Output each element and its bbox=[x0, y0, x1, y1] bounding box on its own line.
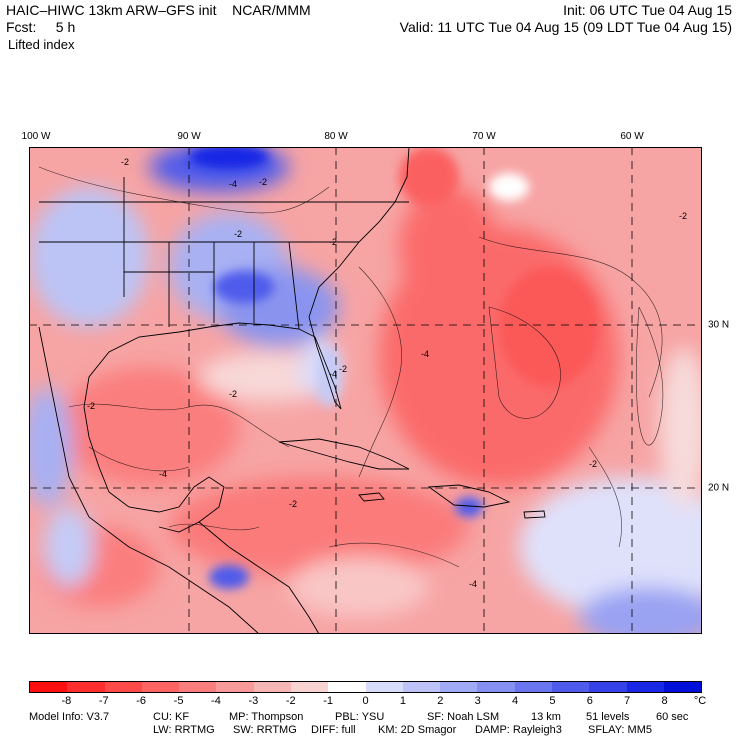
colorbar-swatch bbox=[141, 682, 180, 692]
valid-time: Valid: 11 UTC Tue 04 Aug 15 (09 LDT Tue … bbox=[399, 19, 732, 35]
plot-title: HAIC–HIWC 13km ARW–GFS init NCAR/MMM bbox=[6, 2, 311, 18]
lat-label-20n: 20 N bbox=[708, 482, 730, 494]
lon-label-90w: 90 W bbox=[177, 131, 201, 142]
colorbar-tick-label: 0 bbox=[362, 695, 369, 707]
colorbar-tick-label: 1 bbox=[399, 695, 406, 707]
contour-label: -4 bbox=[469, 579, 477, 589]
colorbar-swatch bbox=[365, 682, 403, 692]
contour-label: -2 bbox=[121, 157, 129, 167]
model-info-sw: SW: RRTMG bbox=[233, 724, 297, 736]
colorbar-swatch bbox=[67, 682, 105, 692]
contour-label: -2 bbox=[679, 211, 687, 221]
colorbar-swatch bbox=[477, 682, 515, 692]
contour-label: -2 bbox=[329, 237, 337, 247]
colorbar-tick-label: -4 bbox=[211, 695, 221, 707]
colorbar-tick-label: -3 bbox=[248, 695, 259, 707]
contour-label: -2 bbox=[339, 364, 347, 374]
forecast-hour: Fcst: 5 h bbox=[6, 19, 76, 35]
field-name: Lifted index bbox=[8, 37, 75, 52]
contour-label: -2 bbox=[589, 459, 597, 469]
contour-label: -2 bbox=[289, 499, 297, 509]
colorbar-swatch bbox=[290, 682, 329, 692]
colorbar-swatch bbox=[551, 682, 590, 692]
colorbar-swatch bbox=[30, 682, 68, 692]
field-shading bbox=[29, 147, 702, 634]
model-info-levels: 51 levels bbox=[586, 711, 630, 723]
colorbar-swatch bbox=[626, 682, 664, 692]
model-info-pbl: PBL: YSU bbox=[335, 711, 385, 723]
contour-label: -4 bbox=[229, 179, 237, 189]
model-info-version: Model Info: V3.7 bbox=[29, 711, 110, 723]
model-info-damp: DAMP: Rayleigh3 bbox=[475, 724, 562, 736]
colorbar-swatch bbox=[216, 682, 254, 692]
init-time: Init: 06 UTC Tue 04 Aug 15 bbox=[563, 2, 732, 18]
contour-value-labels: -2 -4 -2 -2 -4 -2 -2 -4 -2 -2 -4 -2 -2 -… bbox=[87, 157, 687, 589]
contour-label: -2 bbox=[87, 401, 95, 411]
colorbar-tick-label: 7 bbox=[624, 695, 631, 707]
model-info-resolution: 13 km bbox=[531, 711, 561, 723]
colorbar-tick-label: 2 bbox=[437, 695, 444, 707]
colorbar-swatch bbox=[663, 682, 702, 692]
map-frame bbox=[29, 147, 702, 634]
colorbar-tick-label: -5 bbox=[173, 695, 184, 707]
lon-label-100w: 100 W bbox=[21, 131, 51, 142]
map-canvas: -2 -4 -2 -2 -4 -2 -2 -4 -2 -2 -4 -2 -2 -… bbox=[29, 147, 702, 634]
model-info-diff: DIFF: full bbox=[311, 724, 356, 736]
lon-label-80w: 80 W bbox=[324, 131, 348, 142]
colorbar-swatch bbox=[104, 682, 142, 692]
colorbar-swatch bbox=[328, 682, 366, 692]
colorbar-tick-label: 6 bbox=[586, 695, 593, 707]
lat-lon-grid bbox=[29, 147, 702, 634]
colorbar-tick-label: 5 bbox=[549, 695, 556, 707]
lon-label-70w: 70 W bbox=[472, 131, 496, 142]
lon-label-60w: 60 W bbox=[620, 131, 644, 142]
colorbar-tick-label: -8 bbox=[61, 695, 72, 707]
colorbar-swatch bbox=[179, 682, 217, 692]
colorbar-tick-label: 4 bbox=[511, 695, 519, 707]
contour-label: -2 bbox=[229, 389, 237, 399]
colorbar-tick-label: 8 bbox=[661, 695, 668, 707]
contour-label: -4 bbox=[421, 349, 429, 359]
contour-label: -2 bbox=[259, 177, 267, 187]
field-detail bbox=[189, 147, 599, 589]
colorbar-tick-label: -2 bbox=[285, 695, 296, 707]
lifted-index-map: -2 -4 -2 -2 -4 -2 -2 -4 -2 -2 -4 -2 -2 -… bbox=[29, 147, 702, 634]
contour-lines bbox=[38, 166, 664, 568]
colorbar-unit: °C bbox=[693, 695, 707, 707]
colorbar-swatch bbox=[440, 682, 478, 692]
colorbar-tick-label: 3 bbox=[474, 695, 481, 707]
model-info-lw: LW: RRTMG bbox=[153, 724, 215, 736]
model-info-timestep: 60 sec bbox=[656, 711, 689, 723]
colorbar-swatch bbox=[514, 682, 552, 692]
coastlines bbox=[38, 147, 546, 634]
model-info-sflay: SFLAY: MM5 bbox=[588, 724, 652, 736]
colorbar-tick-label: -7 bbox=[98, 695, 109, 707]
contour-label: -4 bbox=[159, 469, 167, 479]
colorbar-swatch bbox=[253, 682, 291, 692]
model-info-sf: SF: Noah LSM bbox=[427, 711, 500, 723]
model-info-km: KM: 2D Smagor bbox=[378, 724, 457, 736]
colorbar bbox=[29, 681, 702, 693]
model-info-cu: CU: KF bbox=[153, 711, 190, 723]
colorbar-swatch bbox=[589, 682, 627, 692]
lat-label-30n: 30 N bbox=[708, 319, 730, 331]
contour-label: -4 bbox=[329, 369, 337, 379]
colorbar-tick-label: -6 bbox=[136, 695, 147, 707]
colorbar-tick-label: -1 bbox=[323, 695, 333, 707]
contour-label: -2 bbox=[234, 229, 242, 239]
model-info-mp: MP: Thompson bbox=[229, 711, 304, 723]
colorbar-swatch bbox=[402, 682, 441, 692]
